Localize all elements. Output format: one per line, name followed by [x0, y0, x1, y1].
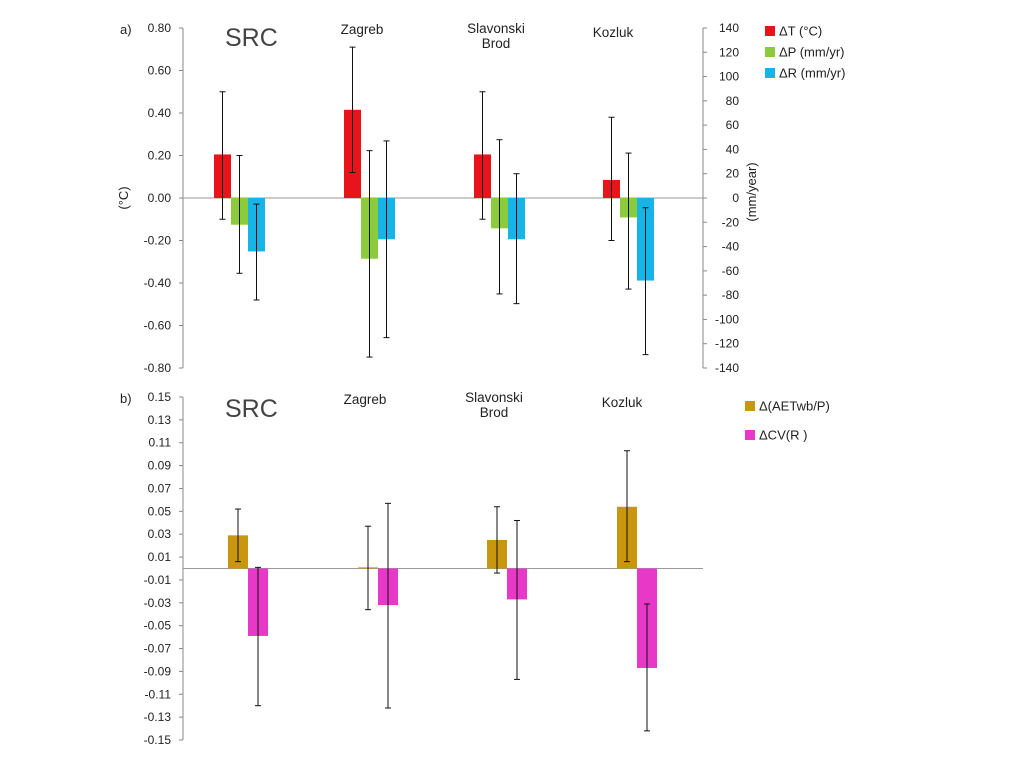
y-tick-label: 0.11	[149, 436, 172, 450]
category-label: Kozluk	[602, 395, 643, 410]
y2-axis-label: (mm/year)	[744, 162, 759, 221]
y-tick-label: -0.80	[144, 361, 172, 375]
y-tick-label: -0.20	[144, 234, 172, 248]
y-tick-label: -0.05	[144, 619, 172, 633]
y2-tick-label: -60	[722, 264, 740, 278]
y-tick-label: -0.07	[144, 642, 172, 656]
y-tick-label: 0.07	[148, 481, 172, 495]
category-label: Slavonski	[467, 21, 525, 36]
category-label: Brod	[482, 36, 511, 51]
y2-tick-label: 80	[726, 94, 740, 108]
y-tick-label: -0.60	[144, 319, 172, 333]
y2-tick-label: 140	[719, 21, 739, 35]
y-tick-label: 0.09	[148, 459, 172, 473]
y2-tick-label: 60	[726, 118, 740, 132]
category-label: Zagreb	[344, 392, 387, 407]
y2-tick-label: -140	[715, 361, 739, 375]
y-tick-label: -0.09	[144, 664, 172, 678]
y-tick-label: 0.00	[148, 191, 172, 205]
y2-tick-label: 40	[726, 142, 740, 156]
category-label: Brod	[480, 405, 509, 420]
chart-title: SRC	[225, 395, 278, 423]
y2-tick-label: 20	[726, 167, 740, 181]
panel-label: b)	[120, 391, 132, 406]
y-tick-label: 0.20	[148, 149, 172, 163]
legend-swatch	[765, 47, 775, 57]
category-label: Kozluk	[593, 25, 634, 40]
y-tick-label: -0.11	[145, 687, 172, 701]
legend-swatch	[765, 68, 775, 78]
y-tick-label: -0.03	[144, 596, 172, 610]
y-tick-label: -0.01	[144, 573, 172, 587]
panel-label: a)	[120, 22, 132, 37]
category-label: Slavonski	[465, 390, 523, 405]
chart-title: SRC	[225, 24, 278, 52]
y2-tick-label: 0	[732, 191, 739, 205]
y2-tick-label: -80	[722, 288, 740, 302]
y-tick-label: 0.60	[148, 64, 172, 78]
y-tick-label: 0.40	[148, 106, 172, 120]
y2-tick-label: 100	[719, 70, 739, 84]
y-tick-label: 0.15	[148, 390, 172, 404]
y-tick-label: 0.13	[148, 413, 172, 427]
y-axis-label: (°C)	[116, 186, 131, 209]
y-tick-label: -0.40	[144, 276, 172, 290]
y-tick-label: 0.05	[148, 504, 172, 518]
y-tick-label: -0.15	[144, 733, 172, 747]
legend-label: ΔT (°C)	[779, 24, 822, 39]
y-tick-label: 0.80	[148, 21, 172, 35]
y-tick-label: -0.13	[144, 710, 172, 724]
legend-label: Δ(AETwb/P)	[759, 399, 830, 414]
y2-tick-label: -100	[715, 312, 739, 326]
legend-label: ΔCV(R )	[759, 428, 807, 443]
category-label: Zagreb	[341, 22, 384, 37]
y-tick-label: 0.03	[148, 527, 172, 541]
y2-tick-label: -20	[722, 215, 740, 229]
legend-label: ΔP (mm/yr)	[779, 45, 845, 60]
legend-swatch	[745, 430, 755, 440]
legend-swatch	[765, 26, 775, 36]
legend-label: ΔR (mm/yr)	[779, 66, 845, 81]
legend-swatch	[745, 401, 755, 411]
y2-tick-label: 120	[719, 45, 739, 59]
y2-tick-label: -120	[715, 337, 739, 351]
y-tick-label: 0.01	[148, 550, 172, 564]
y2-tick-label: -40	[722, 240, 740, 254]
